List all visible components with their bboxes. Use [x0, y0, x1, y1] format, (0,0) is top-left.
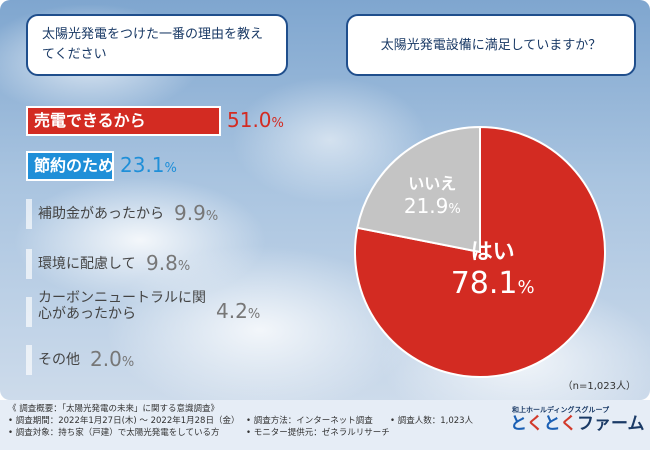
bar-value-label: 2.0%	[90, 347, 134, 371]
bar-value-number: 9.9	[174, 201, 206, 225]
bar	[26, 297, 32, 327]
label-line: カーボンニュートラルに関	[38, 290, 206, 306]
bar-value-unit: %	[121, 355, 135, 370]
pie-category-label: いいえ	[408, 174, 457, 194]
satisfaction-pie-chart: はい 78.1% いいえ 21.9%	[350, 92, 620, 382]
pie-value-number: 21.9	[403, 194, 449, 219]
bar-value-label: 9.9%	[174, 201, 218, 225]
pie-slice	[356, 125, 481, 254]
question-box-satisfaction: 太陽光発電設備に満足していますか？	[346, 14, 636, 76]
bar: 売電できるから	[26, 106, 221, 136]
bar-category-label: 節約のため	[34, 156, 115, 175]
logo-char-4: く	[560, 414, 577, 434]
bar-value-number: 9.8	[146, 251, 178, 275]
sample-size-note: （n=1,023人）	[562, 381, 636, 392]
question-box-reason: 太陽光発電をつけた一番の理由を教えてください	[26, 14, 288, 76]
question-satisfaction-text: 太陽光発電設備に満足していますか？	[380, 38, 602, 53]
bar-value-unit: %	[271, 116, 284, 131]
bar-category-label: 売電できるから	[34, 111, 146, 130]
bar-value-label: 4.2%	[216, 299, 260, 323]
bar	[26, 345, 32, 375]
bar-category-label: その他	[38, 352, 80, 368]
group-name: 和上ホールディングスグループ	[512, 406, 610, 414]
bar-value-number: 23.1	[120, 153, 165, 177]
label-line: 心があったから	[38, 306, 136, 322]
company-logo: とくとくファーム	[510, 416, 645, 433]
bar-value-unit: %	[205, 209, 219, 224]
logo-char-5: ファーム	[577, 414, 645, 434]
logo-char-2: く	[526, 414, 544, 434]
survey-monitor: • モニター提供元：ゼネラルリサーチ	[246, 428, 390, 438]
bar-value-number: 4.2	[216, 299, 248, 323]
pie-slice-label: いいえ 21.9%	[404, 170, 461, 218]
bar-value-unit: %	[177, 259, 191, 274]
bar-category-label: 環境に配慮して	[38, 256, 136, 272]
pie-value-unit: %	[448, 202, 461, 218]
pie-category-label: はい	[470, 239, 515, 265]
bar-category-label: カーボンニュートラルに関 心があったから	[38, 290, 206, 322]
bar: 節約のため	[26, 151, 114, 181]
bar-value-unit: %	[247, 307, 261, 322]
survey-footer: 《 調査概要：「太陽光発電の未来」に関する意識調査》 • 調査期間：2022年1…	[0, 400, 650, 450]
bar	[26, 249, 32, 279]
bar-value-number: 2.0	[90, 347, 122, 371]
bar	[26, 199, 32, 229]
logo-char-3: と	[543, 414, 561, 434]
survey-method: • 調査方法：インターネット調査	[246, 416, 373, 426]
pie-svg	[354, 125, 606, 378]
pie-value-label: 78.1%	[451, 266, 535, 301]
survey-count: • 調査人数：1,023人	[390, 416, 474, 426]
pie-value-label: 21.9%	[404, 194, 461, 218]
bar-value-number: 51.0	[227, 108, 272, 132]
bar-category-label: 補助金があったから	[38, 206, 164, 222]
logo-char-1: と	[510, 414, 527, 434]
bar-value-label: 9.8%	[146, 251, 190, 275]
pie-value-number: 78.1	[450, 265, 518, 301]
survey-overview: 《 調査概要：「太陽光発電の未来」に関する意識調査》	[8, 404, 219, 414]
pie-value-unit: %	[517, 276, 535, 298]
bar-value-label: 51.0%	[227, 108, 284, 132]
pie-slice-label: はい 78.1%	[451, 234, 535, 301]
survey-target: • 調査対象：持ち家（戸建）で太陽光発電をしている方	[8, 428, 220, 438]
bar-value-label: 23.1%	[120, 153, 177, 177]
survey-period: • 調査期間：2022年1月27日(木) ～ 2022年1月28日（金）	[8, 416, 240, 426]
question-reason-text: 太陽光発電をつけた一番の理由を教えてください	[42, 27, 264, 62]
bar-value-unit: %	[164, 161, 177, 176]
